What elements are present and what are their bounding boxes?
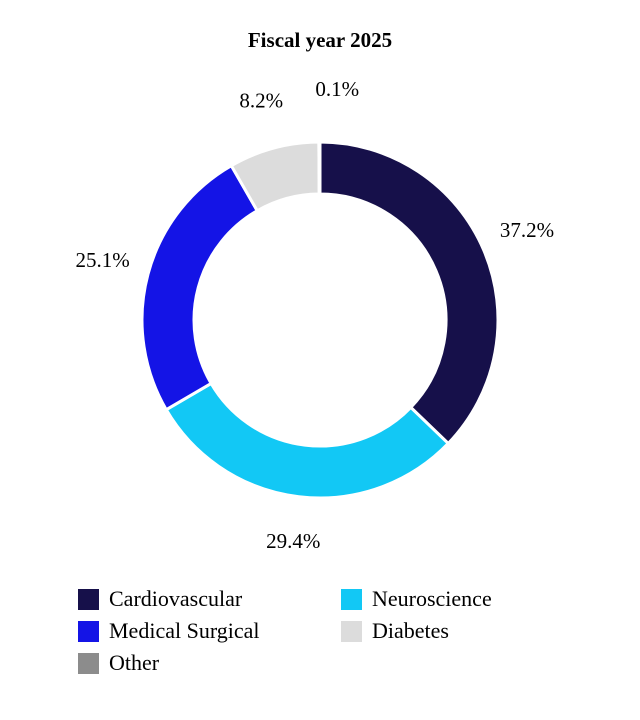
legend-swatch-cardiovascular (78, 588, 99, 610)
data-label-cardiovascular: 37.2% (500, 218, 554, 242)
legend-item-other: Other (78, 650, 159, 676)
donut-chart: 37.2% 29.4% 25.1% 8.2% 0.1% (75, 77, 554, 553)
slice-cardiovascular (318, 140, 500, 446)
data-label-neuroscience: 29.4% (266, 529, 320, 553)
legend-label-cardiovascular: Cardiovascular (109, 586, 243, 611)
legend-item-diabetes: Diabetes (341, 618, 449, 644)
legend-label-neuroscience: Neuroscience (372, 586, 492, 611)
legend-label-diabetes: Diabetes (372, 618, 449, 643)
data-label-medical-surgical: 25.1% (75, 248, 129, 272)
chart-title: Fiscal year 2025 (247, 28, 393, 52)
legend-label-medical-surgical: Medical Surgical (109, 618, 260, 643)
slice-medical-surgical (140, 163, 260, 412)
legend-item-medical-surgical: Medical Surgical (78, 618, 260, 644)
slice-other (317, 140, 322, 196)
legend-item-cardiovascular: Cardiovascular (78, 586, 242, 612)
legend-swatch-other (78, 652, 99, 674)
legend-swatch-neuroscience (341, 588, 362, 610)
data-label-diabetes: 8.2% (239, 89, 283, 113)
legend-label-other: Other (109, 650, 160, 675)
slice-neuroscience (164, 381, 451, 500)
legend-item-neuroscience: Neuroscience (341, 586, 492, 612)
legend-swatch-diabetes (341, 620, 362, 642)
data-label-other: 0.1% (315, 77, 359, 101)
legend-swatch-medical-surgical (78, 620, 99, 642)
